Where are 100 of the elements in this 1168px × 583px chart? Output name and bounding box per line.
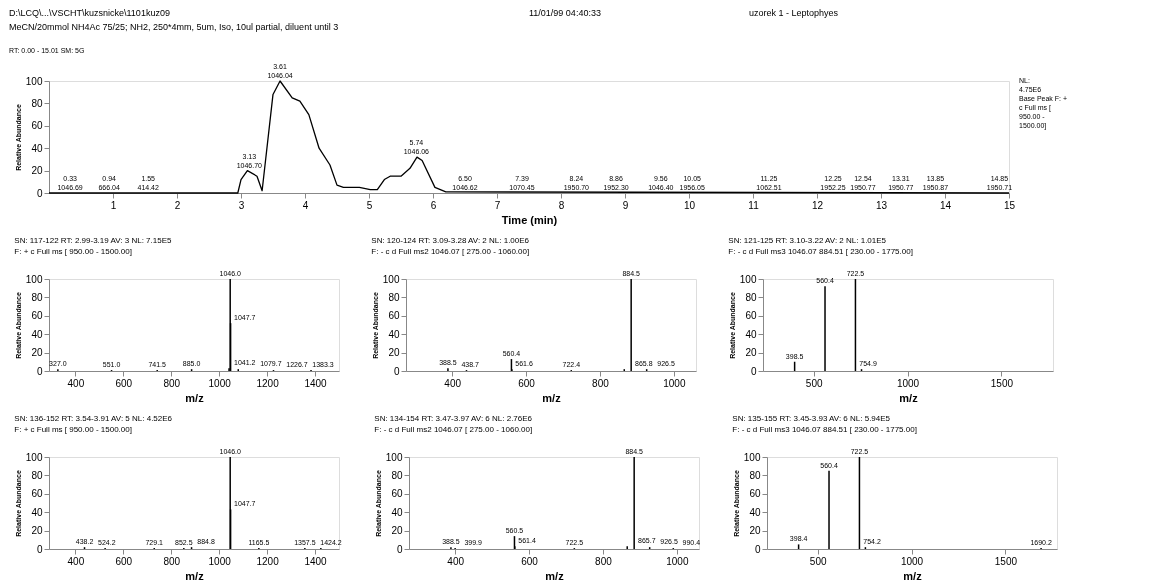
y-tick-label: 100	[382, 273, 400, 285]
chart-title: SN: 120-124 RT: 3.09-3.28 AV: 2 NL: 1.00E6	[371, 236, 530, 245]
x-tick-label: 1500	[994, 555, 1018, 567]
x-axis-title: m/z	[185, 391, 205, 404]
x-tick-label: 1000	[896, 377, 920, 389]
x-tick-label: 6	[430, 199, 437, 211]
chart-title: SN: 136-152 RT: 3.54-3.91 AV: 5 NL: 4.52E6	[14, 414, 173, 423]
y-tick-label: 80	[31, 469, 43, 481]
x-tick-label: 1400	[304, 555, 328, 567]
y-tick-label: 0	[36, 543, 43, 555]
y-tick-label: 80	[388, 291, 400, 303]
x-tick-label: 1000	[666, 555, 689, 567]
x-tick-label: 500	[809, 555, 827, 567]
x-tick-label: 800	[163, 377, 181, 389]
x-tick-label: 1000	[208, 555, 232, 567]
x-tick-label: 14	[939, 199, 952, 211]
x-tick-label: 1	[110, 199, 117, 211]
x-tick-label: 4	[302, 199, 309, 211]
x-tick-label: 2	[174, 199, 181, 211]
y-tick-label: 40	[31, 506, 43, 518]
chart-subtitle: F: + c Full ms [ 950.00 - 1500.00]	[14, 247, 132, 256]
chart-title: SN: 135-155 RT: 3.45-3.93 AV: 6 NL: 5.94E5	[732, 414, 891, 423]
y-tick-label: 40	[388, 328, 400, 340]
x-tick-label: 12	[811, 199, 824, 211]
y-tick-label: 100	[743, 451, 761, 463]
y-tick-label: 0	[750, 365, 757, 377]
y-tick-label: 60	[749, 488, 761, 500]
chart-subtitle: F: - c d Full ms3 1046.07 884.51 [ 230.00 - 1775.00]	[728, 247, 913, 256]
y-tick-label: 100	[385, 451, 403, 463]
y-tick-label: 0	[393, 365, 400, 377]
x-tick-label: 9	[622, 199, 629, 211]
x-tick-label: 1000	[900, 555, 924, 567]
chart-subtitle: F: - c d Full ms2 1046.07 [ 275.00 - 1060.00]	[371, 247, 530, 256]
y-tick-label: 60	[391, 488, 403, 500]
x-tick-label: 10	[683, 199, 696, 211]
x-tick-label: 600	[521, 555, 539, 567]
chart-title: SN: 134-154 RT: 3.47-3.97 AV: 6 NL: 2.76E6	[374, 414, 533, 423]
x-axis-title: m/z	[545, 569, 565, 582]
x-tick-label: 5	[366, 199, 373, 211]
x-tick-label: 1200	[256, 377, 280, 389]
y-tick-label: 100	[739, 273, 757, 285]
x-tick-label: 600	[518, 377, 536, 389]
x-tick-label: 400	[67, 377, 85, 389]
chart-title: D:\LCQ\...\VSCHT\kuzsnicke\1101kuz09	[9, 8, 170, 18]
x-axis-title: m/z	[899, 391, 919, 404]
y-tick-label: 60	[31, 488, 43, 500]
chart-title: SN: 121-125 RT: 3.10-3.22 AV: 2 NL: 1.01E5	[728, 236, 887, 245]
chart-subtitle: F: - c d Full ms3 1046.07 884.51 [ 230.00 - 1775.00]	[732, 425, 917, 434]
x-axis-title: m/z	[903, 569, 923, 582]
y-tick-label: 20	[31, 347, 43, 359]
chart-subtitle: MeCN/20mmol NH4Ac 75/25; NH2, 250*4mm, 5um, Iso, 10ul partial, diluent until 3	[9, 22, 339, 32]
text: uzorek 1 - Leptophyes	[749, 8, 839, 18]
x-tick-label: 15	[1003, 199, 1016, 211]
x-axis-title: m/z	[185, 569, 205, 582]
x-tick-label: 1400	[304, 377, 328, 389]
x-tick-label: 600	[115, 377, 133, 389]
x-tick-label: 7	[494, 199, 501, 211]
x-tick-label: 1000	[208, 377, 232, 389]
y-tick-label: 0	[36, 365, 43, 377]
text: 11/01/99 04:40:33	[529, 8, 601, 18]
y-tick-label: 80	[745, 291, 757, 303]
y-tick-label: 100	[25, 75, 43, 87]
y-tick-label: 0	[754, 543, 761, 555]
x-tick-label: 13	[875, 199, 888, 211]
x-tick-label: 1200	[256, 555, 280, 567]
y-tick-label: 60	[31, 120, 43, 132]
x-tick-label: 800	[163, 555, 181, 567]
y-tick-label: 40	[31, 142, 43, 154]
y-tick-label: 80	[391, 469, 403, 481]
x-axis-title: Time (min)	[501, 213, 558, 226]
y-tick-label: 80	[749, 469, 761, 481]
x-tick-label: 600	[115, 555, 133, 567]
x-axis-title: m/z	[542, 391, 562, 404]
x-tick-label: 400	[444, 377, 462, 389]
y-tick-label: 80	[31, 291, 43, 303]
y-tick-label: 60	[388, 310, 400, 322]
y-tick-label: 40	[745, 328, 757, 340]
y-tick-label: 20	[388, 347, 400, 359]
y-tick-label: 20	[745, 347, 757, 359]
chart-subtitle: F: - c d Full ms2 1046.07 [ 275.00 - 1060.00]	[374, 425, 533, 434]
x-tick-label: 400	[447, 555, 465, 567]
chart-title: SN: 117-122 RT: 2.99-3.19 AV: 3 NL: 7.15E5	[14, 236, 172, 245]
x-tick-label: 500	[805, 377, 823, 389]
y-tick-label: 20	[391, 525, 403, 537]
y-tick-label: 20	[31, 525, 43, 537]
x-tick-label: 800	[595, 555, 613, 567]
x-tick-label: 800	[592, 377, 610, 389]
y-tick-label: 20	[749, 525, 761, 537]
y-tick-label: 40	[391, 506, 403, 518]
chart-subtitle: F: + c Full ms [ 950.00 - 1500.00]	[14, 425, 132, 434]
y-tick-label: 0	[396, 543, 403, 555]
y-tick-label: 60	[745, 310, 757, 322]
y-tick-label: 0	[36, 187, 43, 199]
x-tick-label: 11	[748, 199, 760, 211]
x-tick-label: 3	[238, 199, 245, 211]
x-tick-label: 8	[558, 199, 565, 211]
y-tick-label: 40	[749, 506, 761, 518]
y-tick-label: 40	[31, 328, 43, 340]
x-tick-label: 1500	[990, 377, 1014, 389]
y-tick-label: 100	[25, 451, 43, 463]
